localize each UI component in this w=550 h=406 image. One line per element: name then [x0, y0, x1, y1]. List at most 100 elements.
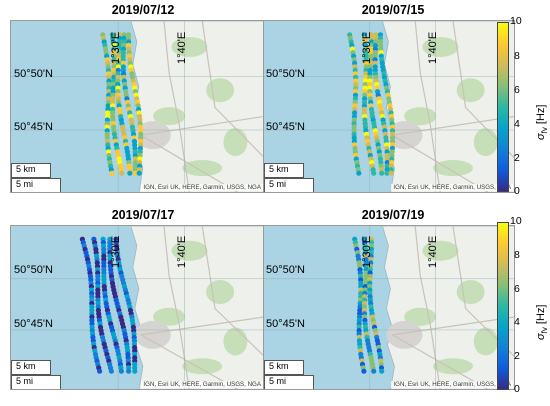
- scale-bar-km: 5 km: [264, 163, 304, 178]
- lon-label: 1°30'E: [361, 235, 373, 268]
- track-point: [97, 368, 103, 374]
- lon-label: 1°30'E: [110, 235, 122, 268]
- basemap: [264, 226, 514, 389]
- track-point: [111, 60, 117, 66]
- lon-label: 1°40'E: [427, 31, 439, 64]
- park: [182, 358, 223, 375]
- track-point: [116, 39, 123, 45]
- track-point: [111, 53, 117, 59]
- scale-bar-km: 5 km: [11, 163, 51, 178]
- colorbar-tick: 10: [510, 15, 522, 27]
- map-attribution: IGN, Esri UK, HERE, Garmin, USGS, NGA: [141, 381, 263, 388]
- park: [473, 128, 498, 157]
- colorbar-gradient: [497, 222, 509, 390]
- colorbar-tick: 10: [510, 215, 522, 227]
- colorbar-tick: 0: [514, 185, 520, 197]
- colorbar-tick: 6: [514, 283, 520, 295]
- park: [456, 78, 485, 103]
- track-point: [377, 32, 383, 38]
- park: [422, 36, 459, 57]
- track-point: [388, 170, 394, 176]
- park: [206, 280, 235, 304]
- track-point: [132, 170, 138, 176]
- track-point: [119, 170, 125, 176]
- lat-label: 50°50'N: [14, 264, 53, 276]
- scale-bar-mi: 5 mi: [11, 375, 61, 389]
- track-point: [132, 156, 138, 162]
- panel-title: 2019/07/17: [111, 208, 175, 222]
- lat-label: 50°50'N: [14, 68, 53, 80]
- panel-title: 2019/07/12: [111, 3, 175, 17]
- track-point: [379, 170, 385, 176]
- track-point: [361, 368, 367, 374]
- park: [433, 160, 473, 177]
- scale-bar-km: 5 km: [11, 360, 51, 375]
- map-attribution: IGN, Esri UK, HERE, Garmin, USGS, NGA: [391, 184, 513, 191]
- lat-label: 50°50'N: [266, 264, 305, 276]
- scale-bar-mi: 5 mi: [264, 375, 314, 389]
- map-area[interactable]: 5 km 5 mi IGN, Esri UK, HERE, Garmin, US…: [10, 225, 265, 390]
- basemap: [11, 226, 264, 389]
- colorbar-label: σfv [Hz]: [535, 304, 550, 341]
- track-point: [127, 170, 133, 176]
- basemap: [264, 21, 514, 192]
- lat-label: 50°50'N: [266, 68, 305, 80]
- lat-label: 50°45'N: [14, 318, 53, 330]
- colorbar-tick: 0: [514, 383, 520, 395]
- track-point: [136, 170, 142, 176]
- track-point: [384, 170, 390, 176]
- city: [134, 320, 171, 349]
- map-attribution: IGN, Esri UK, HERE, Garmin, USGS, NGA: [141, 184, 263, 191]
- colorbar-gradient: [497, 22, 509, 192]
- lon-label: 1°40'E: [176, 235, 188, 268]
- park: [473, 327, 498, 356]
- track-point: [106, 81, 112, 88]
- scale-bar-km: 5 km: [264, 360, 304, 375]
- city: [386, 320, 423, 349]
- scale-bar-mi: 5 mi: [264, 178, 314, 192]
- map-area[interactable]: 5 km 5 mi IGN, Esri UK, HERE, Garmin, US…: [263, 225, 515, 390]
- track-point: [363, 60, 369, 66]
- track-point: [371, 368, 377, 374]
- colorbar-tick: 8: [514, 50, 520, 62]
- road: [201, 226, 264, 357]
- panel-title: 2019/07/19: [361, 208, 425, 222]
- road: [392, 115, 514, 136]
- park: [182, 160, 223, 177]
- park: [206, 78, 235, 103]
- track-point: [367, 81, 373, 88]
- track-point: [372, 53, 378, 59]
- map-area[interactable]: 5 km 5 mi IGN, Esri UK, HERE, Garmin, US…: [10, 20, 265, 193]
- park: [223, 128, 248, 157]
- track-point: [104, 124, 110, 130]
- track-point: [125, 32, 132, 38]
- track-point: [109, 170, 115, 176]
- track-point: [379, 368, 385, 374]
- map-attribution: IGN, Esri UK, HERE, Garmin, USGS, NGA: [391, 381, 513, 388]
- colorbar-tick: 2: [514, 350, 520, 362]
- map-area[interactable]: 5 km 5 mi IGN, Esri UK, HERE, Garmin, US…: [263, 20, 515, 193]
- track-point: [115, 74, 121, 80]
- track-point: [363, 53, 369, 59]
- track-point: [361, 103, 367, 109]
- track-point: [126, 368, 132, 374]
- city: [134, 121, 171, 150]
- lat-label: 50°45'N: [266, 318, 305, 330]
- lon-label: 1°30'E: [361, 31, 373, 64]
- basemap: [11, 21, 264, 192]
- scale-bar-mi: 5 mi: [11, 178, 61, 192]
- colorbar-tick: 4: [514, 316, 520, 328]
- road: [140, 115, 264, 136]
- colorbar-label: σfv [Hz]: [535, 104, 550, 141]
- park: [456, 280, 485, 304]
- track-point: [120, 53, 126, 59]
- track-point: [356, 170, 362, 176]
- lon-label: 1°40'E: [427, 235, 439, 268]
- park: [422, 240, 459, 261]
- lon-label: 1°40'E: [176, 31, 188, 64]
- colorbar-tick: 4: [514, 118, 520, 130]
- park: [171, 36, 208, 57]
- park: [223, 327, 248, 356]
- colorbar-tick: 2: [514, 152, 520, 164]
- track-point: [138, 131, 144, 137]
